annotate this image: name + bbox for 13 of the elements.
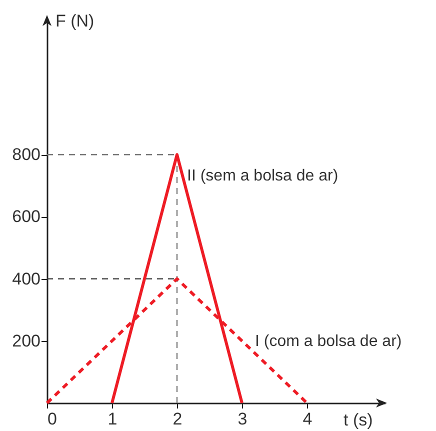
series-label: I (com a bolsa de ar) — [255, 332, 402, 350]
x-axis-title: t (s) — [344, 410, 373, 430]
y-tick-label: 600 — [12, 207, 40, 226]
y-tick-label: 800 — [12, 145, 40, 164]
x-tick-label: 0 — [48, 410, 57, 428]
y-axis-title: F (N) — [56, 12, 94, 30]
x-tick-label: 3 — [238, 410, 248, 428]
x-tick-label: 2 — [172, 410, 182, 428]
y-tick-label: 200 — [12, 331, 40, 350]
y-tick-label: 400 — [12, 269, 40, 288]
x-tick-label: 4 — [302, 410, 312, 428]
x-tick-label: 1 — [108, 410, 118, 428]
series-label: II (sem a bolsa de ar) — [187, 168, 338, 185]
